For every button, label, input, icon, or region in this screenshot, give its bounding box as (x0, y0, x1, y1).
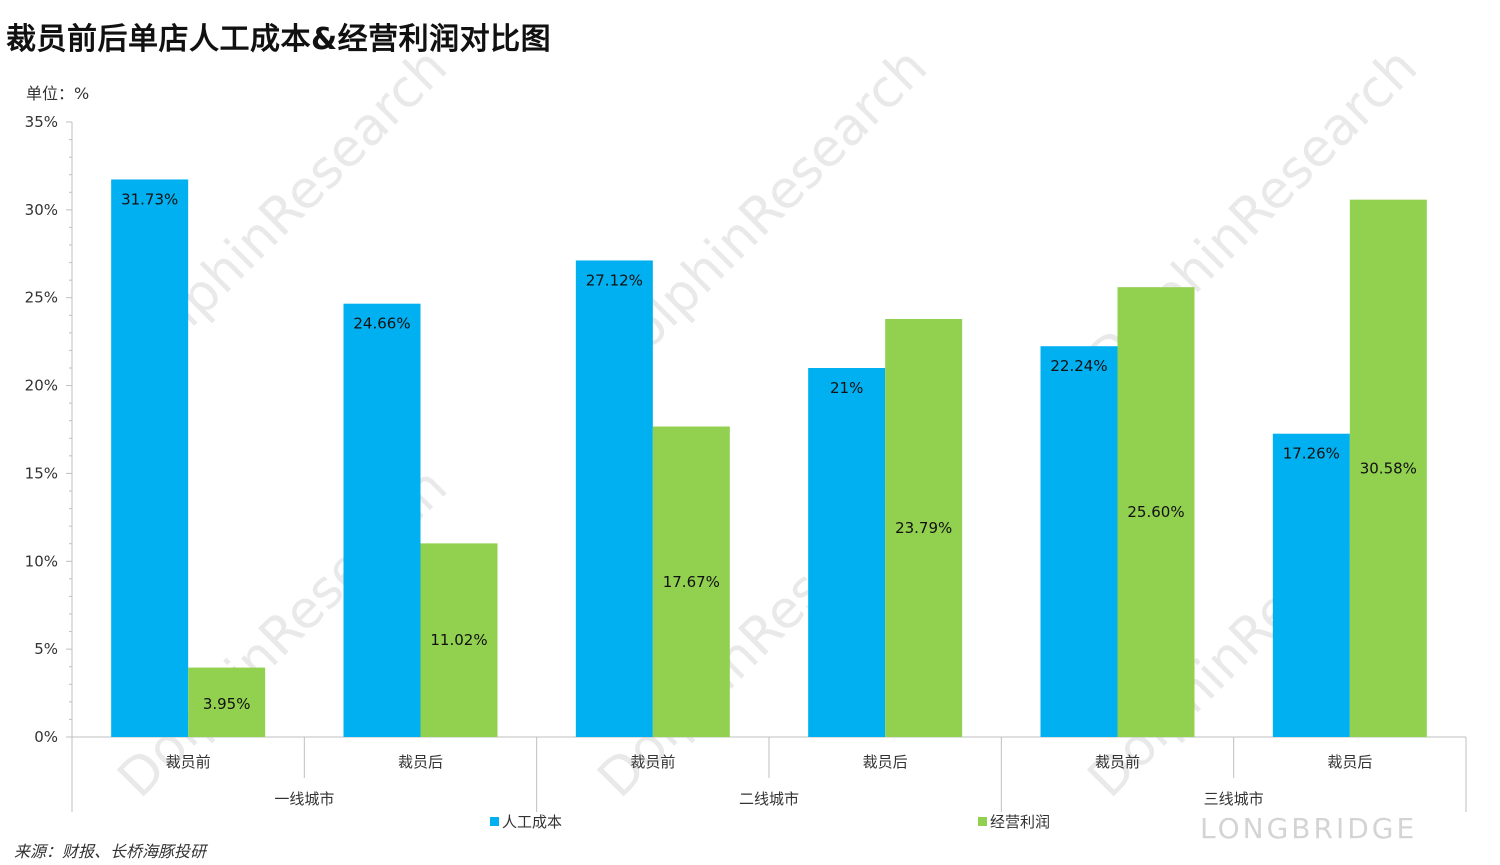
data-label: 24.66% (353, 315, 410, 333)
bar-operating-profit (1117, 287, 1195, 737)
bar-labor-cost (808, 368, 886, 737)
x-category-label: 裁员后 (863, 753, 908, 771)
y-tick-label: 15% (25, 464, 58, 482)
data-label: 21% (830, 379, 863, 397)
bar-labor-cost (1040, 346, 1118, 737)
legend-swatch (978, 817, 987, 826)
data-label: 17.26% (1283, 445, 1340, 463)
bar-labor-cost (343, 303, 421, 737)
bar-operating-profit (188, 667, 266, 737)
labels: 31.73% 24.66% 27.12% 21% 22.24% 17.26% 3.95% 11… (121, 190, 1417, 713)
x-category-label: 裁员前 (630, 753, 675, 771)
bar-operating-profit (1349, 199, 1427, 737)
data-label: 25.60% (1127, 503, 1184, 521)
legend: 人工成本 经营利润 (490, 813, 1050, 831)
x-group-label: 一线城市 (274, 790, 334, 808)
x-category-label: 裁员后 (1327, 753, 1372, 771)
x-category-label: 裁员前 (166, 753, 211, 771)
data-label: 27.12% (586, 271, 643, 289)
bar-labor-cost (111, 179, 189, 738)
bar-labor-cost (1272, 433, 1350, 737)
y-tick-label: 0% (34, 728, 58, 746)
legend-swatch (490, 817, 499, 826)
y-tick-label: 30% (25, 201, 58, 219)
legend-label: 人工成本 (502, 813, 562, 831)
y-tick-label: 5% (34, 640, 58, 658)
data-label: 31.73% (121, 190, 178, 208)
chart-title: 裁员前后单店人工成本&经营利润对比图 (6, 22, 552, 57)
watermark-layer: DolphinResearch DolphinResearch DolphinRes… (107, 37, 1429, 809)
data-label: 17.67% (663, 573, 720, 591)
y-tick-label: 25% (25, 289, 58, 307)
data-label: 3.95% (203, 695, 251, 713)
bar-operating-profit (652, 426, 730, 737)
data-label: 11.02% (430, 631, 487, 649)
x-group-label: 二线城市 (739, 790, 799, 808)
data-label: 22.24% (1050, 357, 1107, 375)
y-tick-label: 10% (25, 552, 58, 570)
legend-label: 经营利润 (990, 813, 1050, 831)
y-tick-label: 20% (25, 377, 58, 395)
data-label: 30.58% (1360, 459, 1417, 477)
bar-operating-profit (885, 318, 963, 737)
bar-labor-cost (575, 260, 653, 737)
data-label: 23.79% (895, 519, 952, 537)
unit-label: 单位：% (26, 84, 90, 103)
bars (111, 179, 1427, 738)
bar-operating-profit (420, 543, 498, 737)
x-category-label: 裁员后 (398, 753, 443, 771)
watermark-logo: LONGBRIDGE (1200, 812, 1418, 845)
source-note: 来源：财报、长桥海豚投研 (14, 842, 207, 861)
x-category-label: 裁员前 (1095, 753, 1140, 771)
y-tick-label: 35% (25, 113, 58, 131)
x-group-label: 三线城市 (1204, 790, 1264, 808)
